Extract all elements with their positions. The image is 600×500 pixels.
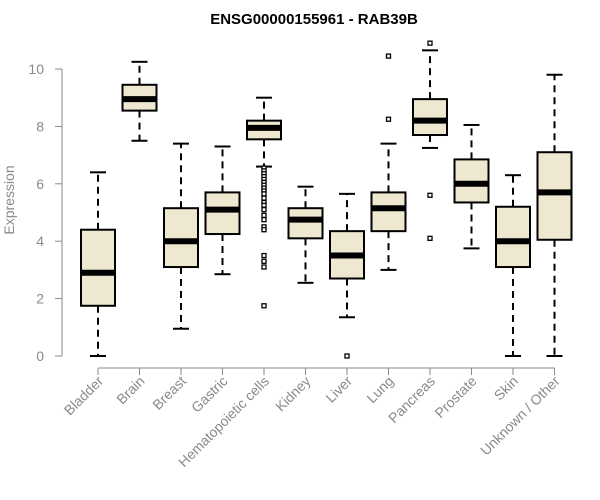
outlier-point	[427, 235, 433, 241]
y-tick-label: 8	[36, 118, 44, 134]
category-label: Breast	[149, 373, 189, 413]
box-unknown-other	[536, 73, 573, 357]
outlier-point	[261, 212, 267, 219]
outlier-point	[385, 53, 392, 59]
y-tick-label: 0	[36, 348, 44, 364]
box-hematopoietic-cells	[246, 96, 282, 309]
category-label: Unknown / Other	[477, 373, 563, 459]
x-axis	[97, 367, 555, 375]
box-brain	[121, 60, 158, 142]
y-axis-label: Expression	[1, 165, 17, 234]
iqr-box	[412, 98, 448, 137]
outlier-point	[427, 192, 433, 198]
category-label: Prostate	[431, 373, 479, 421]
outlier-point	[261, 191, 267, 197]
iqr-box	[80, 228, 116, 307]
outlier-point	[261, 258, 267, 264]
box-breast	[163, 142, 199, 330]
category-label: Bladder	[61, 373, 107, 419]
outlier-point	[261, 206, 267, 213]
iqr-box	[204, 191, 241, 236]
outlier-point	[261, 227, 267, 233]
y-tick-label: 6	[36, 176, 44, 192]
category-label: Kidney	[272, 373, 314, 415]
box-gastric	[204, 145, 241, 276]
box-liver	[329, 192, 365, 359]
category-label: Lung	[363, 373, 396, 406]
outlier-point	[427, 40, 433, 46]
boxes-group	[80, 40, 573, 359]
box-kidney	[287, 185, 324, 284]
outlier-point	[344, 353, 350, 359]
category-label: Brain	[113, 373, 147, 407]
outlier-point	[261, 264, 267, 270]
category-label: Liver	[322, 373, 355, 406]
box-skin	[495, 174, 531, 357]
outlier-point	[261, 202, 267, 208]
iqr-box	[287, 207, 324, 240]
outlier-point	[261, 252, 267, 259]
box-pancreas	[412, 40, 448, 241]
iqr-box	[163, 207, 199, 269]
chart-title: ENSG00000155961 - RAB39B	[210, 11, 418, 28]
category-label: Skin	[491, 373, 522, 404]
y-tick-label: 2	[36, 291, 44, 307]
iqr-box	[495, 205, 531, 269]
iqr-box	[536, 151, 573, 241]
box-lung	[370, 53, 407, 271]
outlier-point	[261, 303, 267, 309]
y-tick-label: 10	[28, 61, 44, 77]
iqr-box	[370, 191, 407, 233]
outlier-point	[385, 116, 392, 122]
y-tick-label: 4	[36, 233, 44, 249]
outlier-point	[261, 195, 267, 201]
box-bladder	[80, 171, 116, 357]
box-prostate	[453, 123, 490, 250]
y-axis: 0 2 4 6 8 10	[28, 61, 63, 364]
outlier-point	[261, 217, 267, 223]
